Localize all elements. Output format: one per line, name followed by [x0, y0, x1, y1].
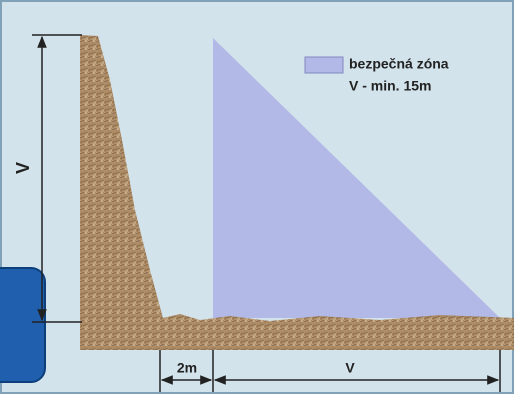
legend-label: bezpečná zóna: [349, 56, 449, 72]
zone-width-label: V: [345, 360, 355, 376]
diagram: bezpečná zóna V - min. 15m V 2m V: [0, 0, 514, 394]
legend-swatch: [305, 57, 343, 73]
legend-note: V - min. 15m: [349, 78, 431, 94]
height-label: V: [13, 162, 33, 174]
gap-label: 2m: [177, 360, 197, 376]
blue-tab: [0, 268, 45, 382]
